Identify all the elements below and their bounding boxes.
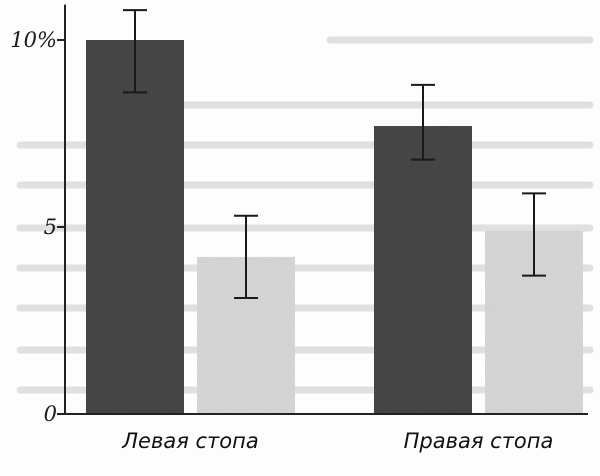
bars-layer xyxy=(86,40,583,415)
error-bar-1-series-1 xyxy=(123,9,147,94)
bar-2-series-1 xyxy=(374,126,472,415)
bar-1-series-1 xyxy=(86,40,184,414)
y-ticks: 0 5 10% xyxy=(10,28,65,426)
x-category-labels: Левая стопа Правая стопа xyxy=(121,429,553,453)
x-category-label-2: Правая стопа xyxy=(404,429,554,453)
x-category-label-1: Левая стопа xyxy=(121,429,259,453)
error-bar-1-series-2 xyxy=(234,214,258,300)
error-bars-layer xyxy=(123,9,546,300)
y-tick-label-2: 5 xyxy=(44,215,57,239)
y-tick-label-3: 10% xyxy=(10,28,57,52)
error-bar-2-series-2 xyxy=(522,192,546,277)
y-tick-label-1: 0 xyxy=(44,402,57,426)
error-bar-2-series-1 xyxy=(411,83,435,161)
